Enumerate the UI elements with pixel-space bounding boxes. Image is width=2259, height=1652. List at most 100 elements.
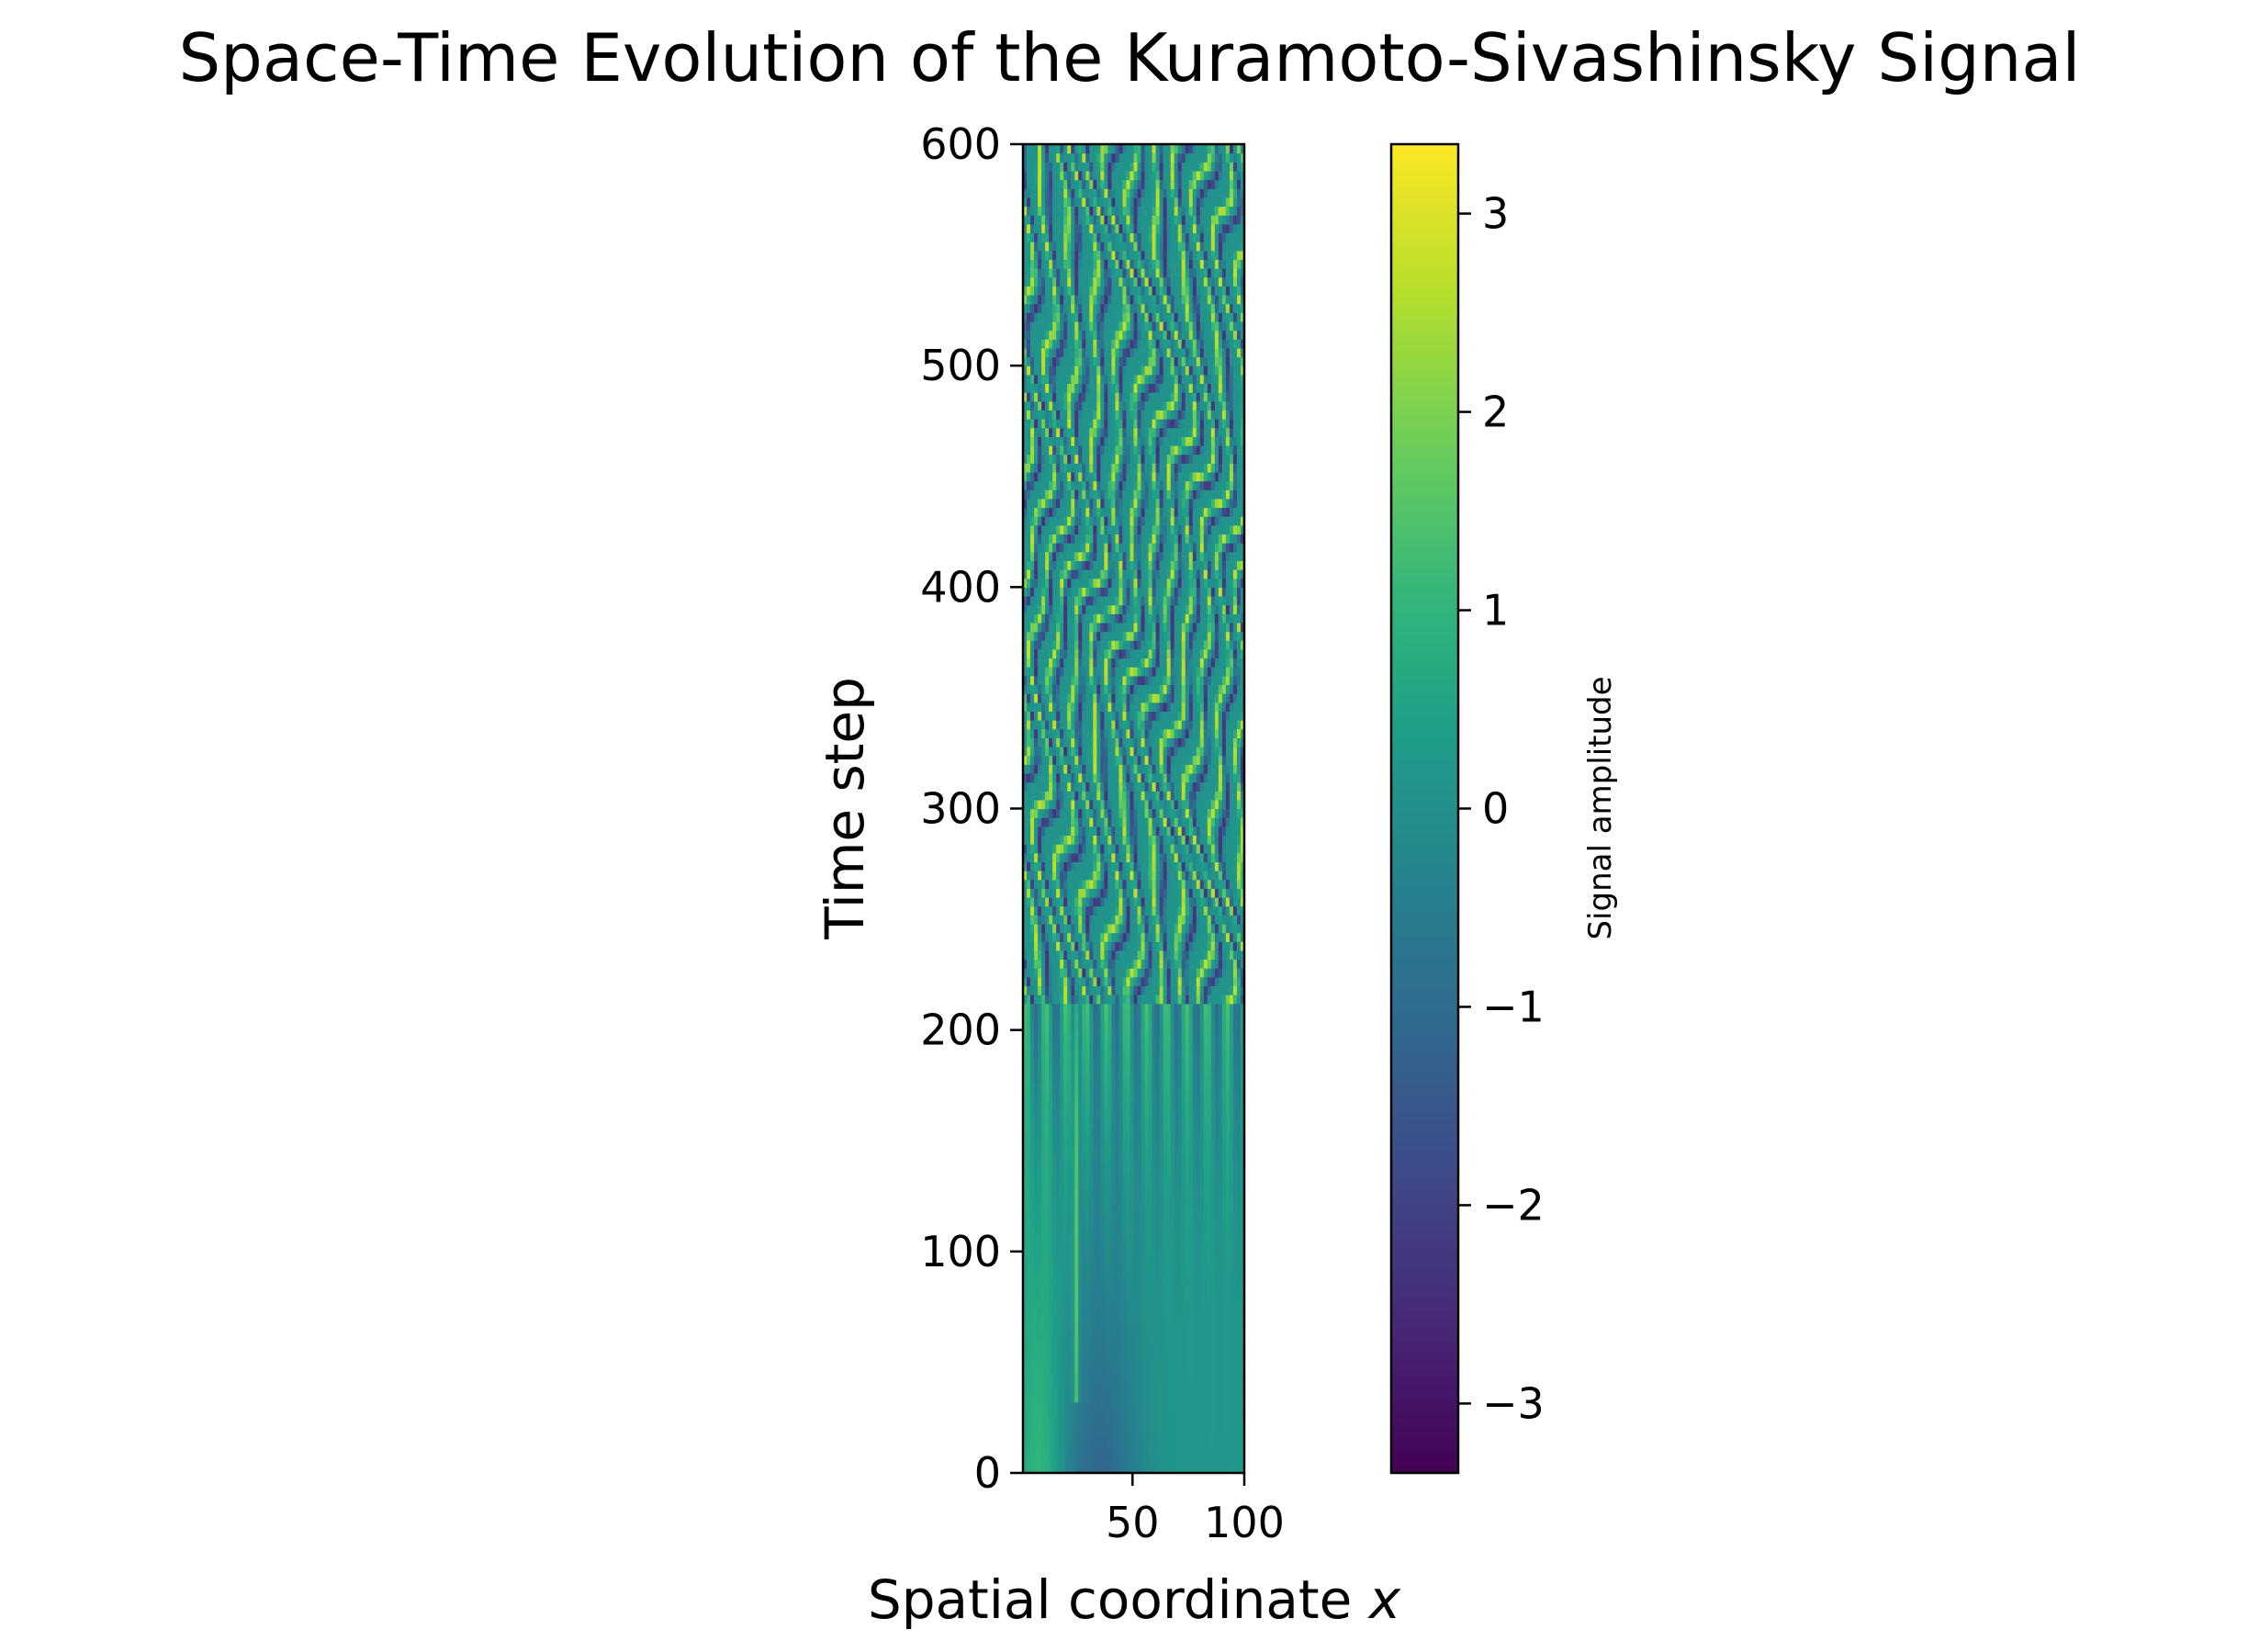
heatmap-cell xyxy=(1078,915,1083,924)
heatmap-cell xyxy=(1160,1004,1164,1013)
heatmap-cell xyxy=(1078,1278,1083,1287)
heatmap-cell xyxy=(1130,915,1134,924)
heatmap-cell xyxy=(1118,1163,1123,1172)
heatmap-cell xyxy=(1163,1455,1168,1465)
heatmap-cell xyxy=(1063,826,1068,836)
heatmap-cell xyxy=(1174,1048,1179,1057)
heatmap-cell xyxy=(1107,1012,1112,1021)
heatmap-cell xyxy=(1030,1012,1035,1021)
heatmap-cell xyxy=(1152,924,1157,933)
heatmap-cell xyxy=(1060,1198,1064,1208)
heatmap-cell xyxy=(1118,1101,1123,1110)
heatmap-cell xyxy=(1082,747,1086,756)
heatmap-cell xyxy=(1118,995,1123,1004)
heatmap-cell xyxy=(1160,897,1164,906)
heatmap-cell xyxy=(1160,977,1164,986)
heatmap-cell xyxy=(1186,1402,1190,1411)
heatmap-cell xyxy=(1027,1437,1031,1446)
heatmap-cell xyxy=(1038,1084,1042,1093)
heatmap-cell xyxy=(1149,1109,1153,1118)
heatmap-cell xyxy=(1230,773,1234,782)
heatmap-cell xyxy=(1096,1278,1101,1287)
heatmap-cell xyxy=(1111,844,1116,853)
heatmap-cell xyxy=(1237,1118,1242,1128)
heatmap-cell xyxy=(1171,1039,1175,1048)
heatmap-cell xyxy=(1063,791,1068,800)
heatmap-cell xyxy=(1063,1021,1068,1030)
heatmap-cell xyxy=(1219,1118,1223,1128)
heatmap-cell xyxy=(1152,1181,1157,1190)
heatmap-cell xyxy=(1230,1349,1234,1358)
heatmap-cell xyxy=(1163,1322,1168,1332)
heatmap-cell xyxy=(1208,1366,1212,1376)
heatmap-cell xyxy=(1122,1012,1127,1021)
heatmap-cell xyxy=(1182,1322,1186,1332)
heatmap-cell xyxy=(1152,1252,1157,1261)
heatmap-cell xyxy=(1049,871,1053,880)
heatmap-cell xyxy=(1156,782,1161,792)
heatmap-cell xyxy=(1145,747,1150,756)
heatmap-cell xyxy=(1178,1287,1183,1296)
heatmap-cell xyxy=(1130,897,1134,906)
heatmap-cell xyxy=(1204,1393,1208,1402)
heatmap-cell xyxy=(1193,915,1197,924)
heatmap-cell xyxy=(1208,1092,1212,1101)
heatmap-cell xyxy=(1085,1349,1090,1358)
heatmap-cell xyxy=(1118,1004,1123,1013)
heatmap-cell xyxy=(1034,1065,1039,1074)
heatmap-cell xyxy=(1211,1402,1216,1411)
heatmap-cell xyxy=(1160,826,1164,836)
heatmap-cell xyxy=(1208,897,1212,906)
heatmap-cell xyxy=(1197,959,1201,968)
heatmap-cell xyxy=(1100,1305,1105,1314)
heatmap-cell xyxy=(1189,1269,1194,1278)
heatmap-cell xyxy=(1045,897,1050,906)
heatmap-cell xyxy=(1104,1128,1108,1137)
heatmap-cell xyxy=(1134,941,1139,950)
heatmap-cell xyxy=(1163,1057,1168,1066)
heatmap-cell xyxy=(1204,1136,1208,1145)
heatmap-cell xyxy=(1134,817,1139,826)
heatmap-cell xyxy=(1096,950,1101,960)
heatmap-cell xyxy=(1215,1340,1219,1349)
heatmap-cell xyxy=(1122,1242,1127,1252)
heatmap-cell xyxy=(1060,1455,1064,1465)
heatmap-cell xyxy=(1149,737,1153,747)
heatmap-cell xyxy=(1100,1216,1105,1225)
heatmap-cell xyxy=(1138,1118,1142,1128)
heatmap-cell xyxy=(1085,747,1090,756)
heatmap-cell xyxy=(1226,915,1231,924)
heatmap-cell xyxy=(1118,1030,1123,1040)
heatmap-cell xyxy=(1226,1376,1231,1385)
heatmap-cell xyxy=(1063,1402,1068,1411)
heatmap-cell xyxy=(1030,1198,1035,1208)
heatmap-cell xyxy=(1215,1385,1219,1394)
heatmap-cell xyxy=(1107,737,1112,747)
heatmap-cell xyxy=(1126,968,1130,977)
heatmap-cell xyxy=(1130,871,1134,880)
heatmap-cell xyxy=(1096,897,1101,906)
heatmap-cell xyxy=(1189,1358,1194,1367)
heatmap-cell xyxy=(1226,1189,1231,1198)
heatmap-cell xyxy=(1078,1136,1083,1145)
heatmap-cell xyxy=(1082,1109,1086,1118)
heatmap-cell xyxy=(1149,1322,1153,1332)
heatmap-cell xyxy=(1138,1260,1142,1269)
heatmap-cell xyxy=(1052,1084,1057,1093)
heatmap-cell xyxy=(1141,1189,1146,1198)
heatmap-cell xyxy=(1160,809,1164,818)
heatmap-cell xyxy=(1052,1252,1057,1261)
heatmap-cell xyxy=(1118,950,1123,960)
heatmap-cell xyxy=(1152,1402,1157,1411)
heatmap-cell xyxy=(1107,1030,1112,1040)
heatmap-cell xyxy=(1222,1242,1227,1252)
heatmap-cell xyxy=(1141,791,1146,800)
heatmap-cell xyxy=(1211,782,1216,792)
heatmap-cell xyxy=(1141,1332,1146,1341)
heatmap-cell xyxy=(1171,1242,1175,1252)
heatmap-cell xyxy=(1093,826,1097,836)
heatmap-cell xyxy=(1096,782,1101,792)
heatmap-cell xyxy=(1145,1429,1150,1438)
heatmap-cell xyxy=(1082,1322,1086,1332)
heatmap-cell xyxy=(1156,1429,1161,1438)
